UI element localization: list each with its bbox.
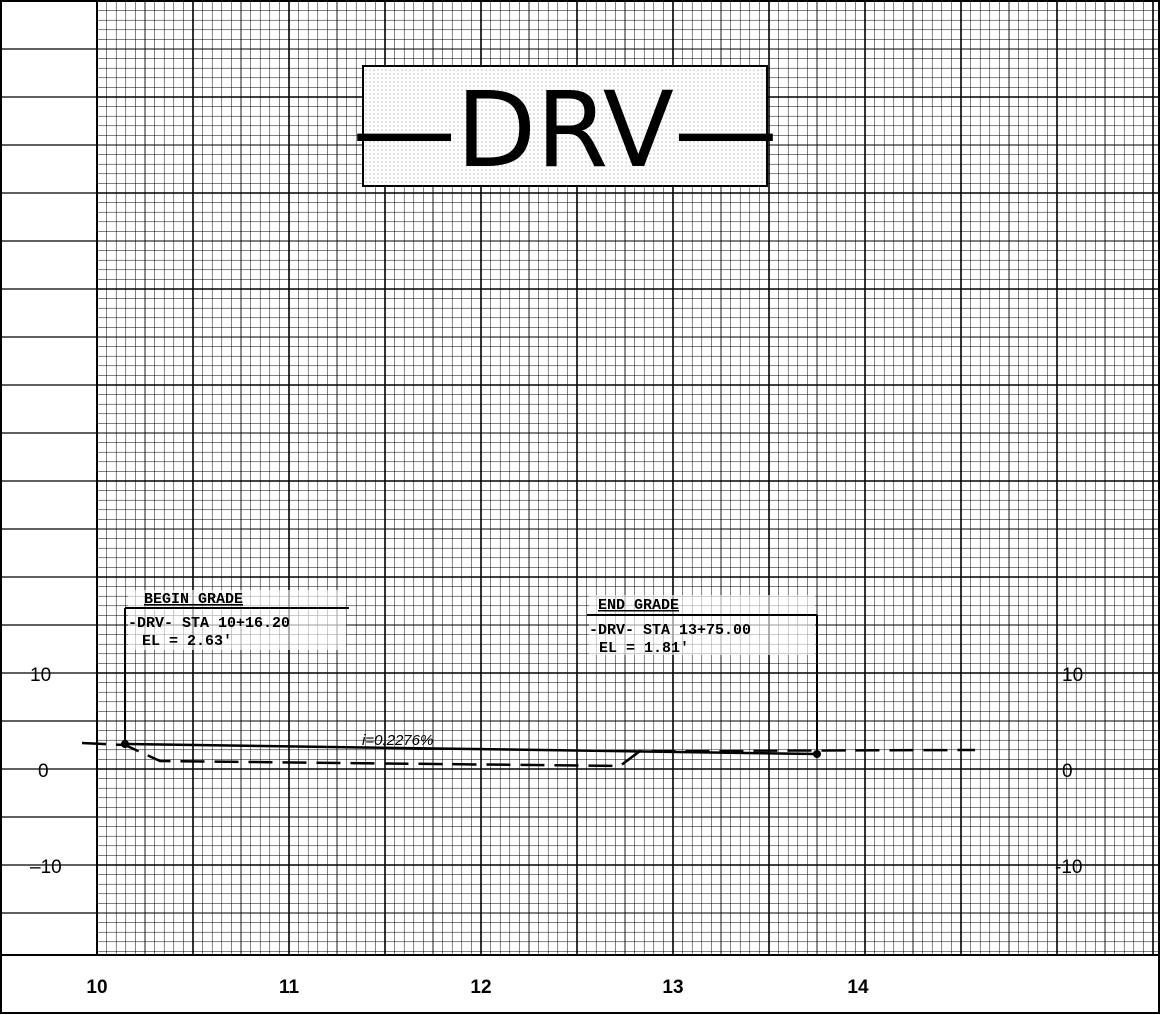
grid — [96, 0, 1160, 955]
grade-label: i=0.2276% — [362, 732, 433, 749]
title: —DRV— — [352, 69, 778, 191]
begin-grade-callout: BEGIN GRADE -DRV- STA 10+16.20 EL = 2.63… — [124, 590, 349, 744]
label-backing — [128, 590, 346, 650]
left-axis-label: 0 — [38, 761, 49, 782]
pvi-end — [813, 750, 821, 758]
station-label: 14 — [847, 977, 869, 998]
end-heading: END GRADE — [598, 597, 679, 614]
begin-heading: BEGIN GRADE — [144, 591, 243, 608]
proposed-grade — [124, 742, 818, 756]
station-label: 12 — [470, 977, 491, 998]
station-label: 11 — [279, 977, 300, 998]
begin-station: -DRV- STA 10+16.20 — [128, 615, 290, 632]
station-label: 10 — [86, 977, 107, 998]
station-strip — [0, 954, 1160, 1014]
right-axis-label: 10 — [1062, 665, 1083, 686]
right-axis-label: 0 — [1062, 761, 1073, 782]
left-axis-label: –10 — [30, 857, 62, 878]
end-elevation: EL = 1.81' — [599, 640, 689, 657]
end-station: -DRV- STA 13+75.00 — [589, 622, 751, 639]
existing-ground — [81, 741, 976, 768]
label-backing — [589, 595, 815, 655]
left-axis-label: 10 — [30, 665, 51, 686]
end-grade-callout: END GRADE -DRV- STA 13+75.00 EL = 1.81' — [587, 595, 818, 754]
pvi-begin — [121, 740, 129, 748]
station-label: 13 — [662, 977, 683, 998]
begin-elevation: EL = 2.63' — [142, 633, 232, 650]
title-box — [362, 65, 768, 187]
right-axis-label: -10 — [1055, 857, 1082, 878]
